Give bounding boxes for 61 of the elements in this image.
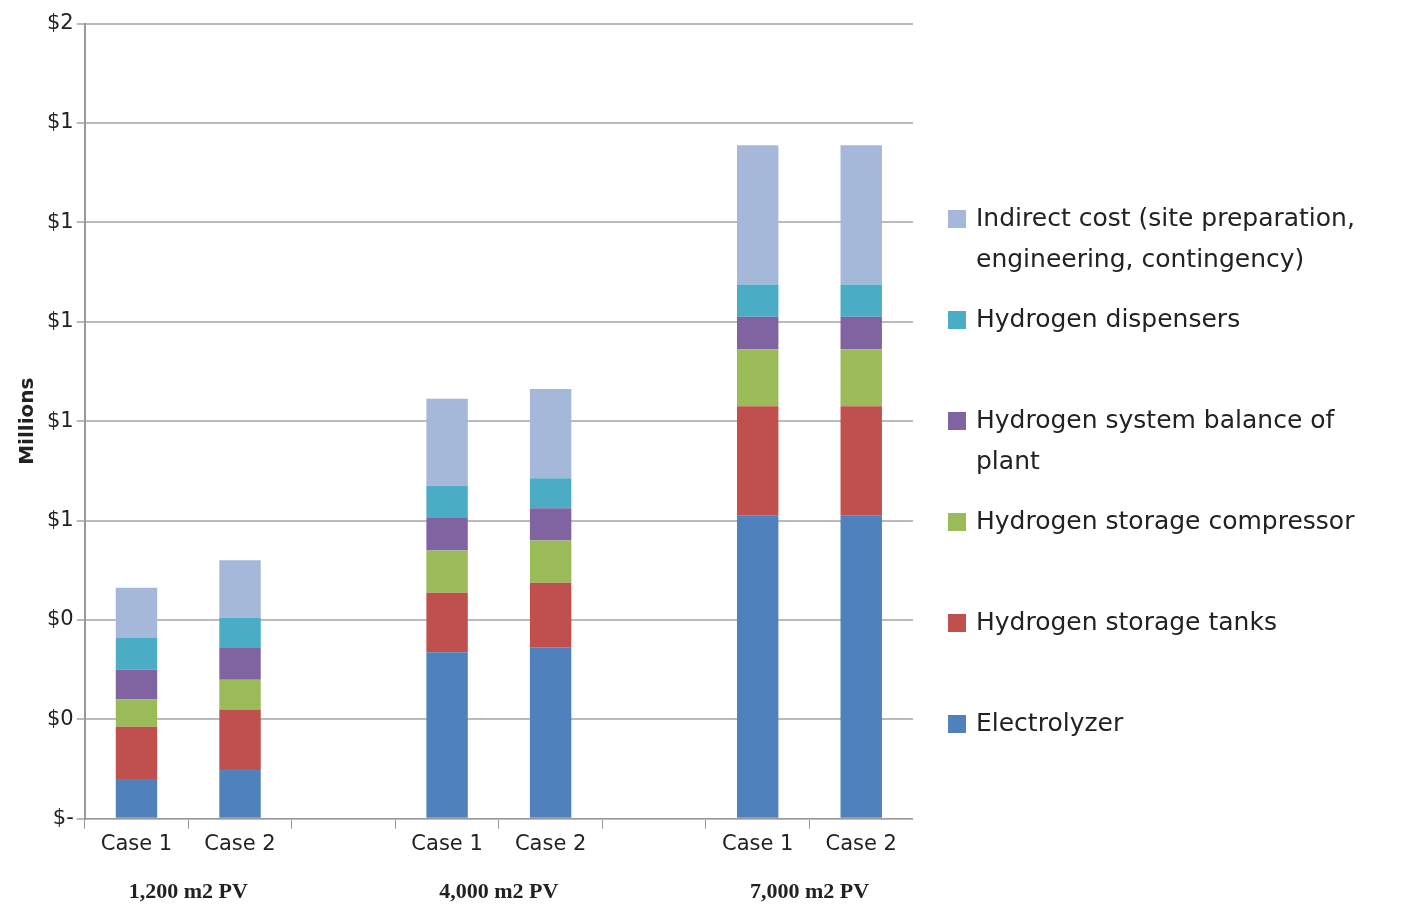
bar: [219, 647, 261, 680]
y-tick-label: $1: [46, 407, 74, 432]
y-tick-label: $-: [52, 805, 74, 830]
bar: [529, 582, 572, 648]
y-tick-label: $0: [46, 606, 74, 631]
bar: [529, 388, 572, 479]
x-tick-label: Case 2: [514, 830, 587, 855]
bar: [115, 637, 158, 670]
x-tick-label: Case 1: [411, 830, 483, 855]
bar: [736, 145, 779, 285]
legend-label: Hydrogen storage tanks: [976, 606, 1277, 638]
bar: [529, 647, 572, 818]
text: 7,000 m2 PV: [749, 877, 870, 903]
legend-label: Hydrogen storage compressor: [976, 505, 1355, 537]
bar: [426, 398, 468, 486]
bar: [736, 406, 779, 516]
x-tick-label: Case 1: [100, 830, 173, 855]
legend-label: Hydrogen system balance of plant: [976, 404, 1336, 477]
bar: [219, 560, 261, 618]
bar: [529, 540, 572, 583]
bar: [840, 349, 882, 407]
x-tick-label: Case 1: [721, 830, 794, 855]
legend-label: Electrolyzer: [976, 707, 1124, 739]
x-tick-label: Case 2: [204, 830, 276, 855]
bar: [736, 349, 779, 407]
bar: [219, 709, 261, 770]
bar: [840, 145, 882, 285]
bar: [115, 587, 158, 638]
bar: [219, 769, 261, 818]
legend-label: Hydrogen dispensers: [976, 303, 1241, 335]
bar: [115, 669, 158, 700]
y-tick-label: $1: [46, 308, 74, 333]
text: 4,000 m2 PV: [439, 877, 559, 903]
bar: [840, 406, 882, 516]
y-tick-label: $1: [46, 109, 74, 134]
legend-label: Indirect cost (site preparation, engineering, contingency): [976, 202, 1356, 275]
bar: [529, 478, 572, 509]
y-tick-label: $0: [46, 705, 74, 730]
y-tick-label: $1: [46, 507, 74, 532]
y-tick-label: $2: [46, 10, 74, 35]
bar: [840, 316, 882, 350]
bar: [736, 284, 779, 317]
bar: [529, 508, 572, 541]
bar: [840, 515, 882, 818]
bar: [840, 284, 882, 317]
bar: [426, 518, 468, 551]
bar: [115, 699, 158, 727]
x-tick-label: Case 2: [825, 830, 897, 855]
bar: [115, 726, 158, 780]
text: 1,200 m2 PV: [128, 877, 248, 903]
bar: [219, 679, 261, 710]
bar: [115, 779, 158, 818]
bar: [426, 592, 468, 653]
bar: [219, 617, 261, 648]
bar: [426, 485, 468, 519]
bar: [426, 652, 468, 818]
bar: [736, 316, 779, 350]
bar: [426, 550, 468, 593]
y-tick-label: $1: [46, 208, 74, 233]
bar: [736, 515, 779, 818]
y-axis-title: Millions: [14, 377, 39, 465]
